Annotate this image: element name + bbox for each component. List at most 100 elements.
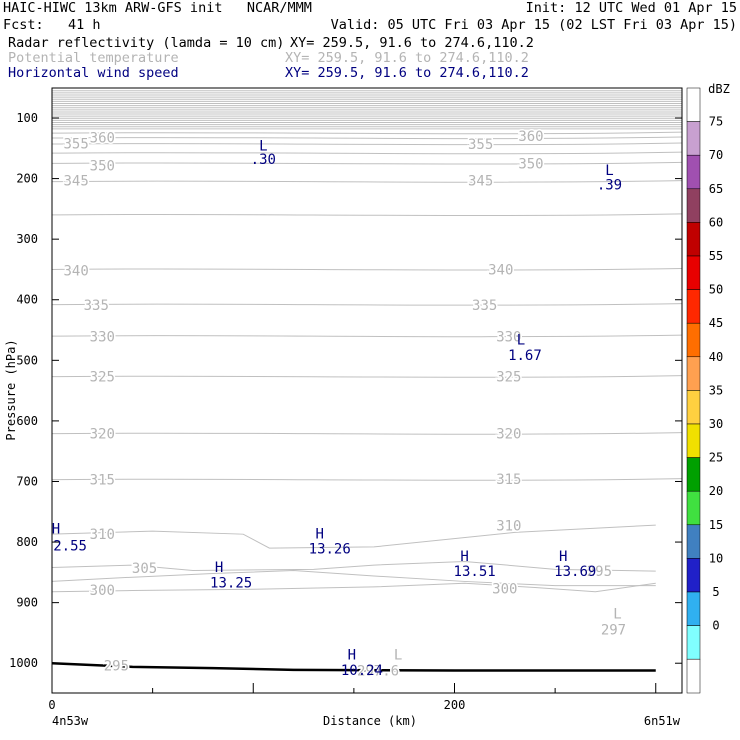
theta-label: 310 — [496, 519, 521, 535]
field-xy-wind: XY= 259.5, 91.6 to 274.6,110.2 — [285, 65, 529, 81]
wind-label: L — [259, 138, 267, 154]
x-axis-right-endpoint: 6n51w — [644, 714, 681, 728]
theta-contour — [52, 180, 682, 183]
terrain-surface — [52, 661, 656, 672]
field-label-wind: Horizontal wind speed — [8, 65, 179, 81]
y-axis: 100 200 300 400 500 600 700 800 900 1000 — [9, 111, 682, 670]
theta-label: 335 — [84, 298, 109, 314]
theta-label: 350 — [518, 156, 543, 172]
colorbar-tick-label: 20 — [709, 484, 723, 498]
wind-label: H — [460, 549, 468, 565]
theta-label: 320 — [90, 427, 115, 443]
colorbar-tick-label: 60 — [709, 215, 723, 229]
theta-contour — [52, 267, 682, 271]
colorbar-tick-label: 0 — [712, 619, 719, 633]
colorbar-tick-label: 25 — [709, 451, 723, 465]
theta-label: 315 — [496, 472, 521, 488]
y-tick-label: 200 — [16, 172, 38, 186]
theta-label: L — [613, 607, 621, 623]
theta-contour — [52, 582, 656, 593]
wind-label: 13.69 — [554, 564, 596, 580]
colorbar-cell — [686, 490, 701, 526]
colorbar-cell — [686, 524, 701, 559]
theta-label: 300 — [492, 582, 517, 598]
theta-label: 310 — [90, 527, 115, 543]
theta-label: 325 — [90, 370, 115, 386]
colorbar-cell — [686, 558, 701, 593]
colorbar-tick-label: 50 — [709, 283, 723, 297]
theta-label: 355 — [468, 137, 493, 153]
x-axis-left-endpoint: 4n53w — [52, 714, 89, 728]
theta-contour — [52, 131, 682, 135]
wind-label: 13.26 — [309, 542, 351, 558]
colorbar-cell — [686, 356, 701, 391]
colorbar-tick-label: 30 — [709, 417, 723, 431]
theta-contour — [52, 432, 682, 435]
theta-label: 297.6 — [357, 663, 399, 679]
theta-contour — [52, 560, 656, 572]
y-tick-label: 500 — [16, 353, 38, 367]
colorbar-tick-label: 15 — [709, 518, 723, 532]
colorbar-tick-label: 55 — [709, 249, 723, 263]
theta-label: 345 — [468, 173, 493, 189]
colorbar-tick-label: 5 — [712, 585, 719, 599]
wind-label: 1.67 — [508, 348, 542, 364]
wind-label: .30 — [251, 152, 276, 168]
field-xy-theta: XY= 259.5, 91.6 to 274.6,110.2 — [285, 50, 529, 66]
wind-label: H — [52, 522, 60, 538]
theta-contour — [52, 478, 682, 481]
theta-label: 340 — [64, 264, 89, 280]
colorbar-cell — [686, 188, 701, 223]
theta-contour — [52, 375, 682, 378]
wind-label: L — [517, 333, 525, 349]
theta-contour — [52, 213, 682, 217]
wind-label: H — [559, 549, 567, 565]
y-tick-label: 900 — [16, 596, 38, 610]
run-title: HAIC-HIWC 13km ARW-GFS init NCAR/MMM — [3, 0, 312, 16]
theta-label: 295 — [104, 659, 129, 675]
theta-label: 350 — [90, 158, 115, 174]
colorbar-cell — [686, 591, 701, 626]
theta-label: 355 — [64, 136, 89, 152]
valid-time: Valid: 05 UTC Fri 03 Apr 15 (02 LST Fri … — [330, 17, 737, 33]
wind-label: H — [348, 648, 356, 664]
theta-label: 360 — [518, 129, 543, 145]
field-xy-reflectivity: XY= 259.5, 91.6 to 274.6,110.2 — [290, 35, 534, 51]
colorbar-cell — [686, 121, 701, 156]
colorbar-tick-label: 45 — [709, 316, 723, 330]
theta-label: 330 — [90, 330, 115, 346]
theta-contour — [52, 303, 682, 306]
y-tick-label: 700 — [16, 474, 38, 488]
theta-label: 345 — [64, 173, 89, 189]
theta-label: 300 — [90, 583, 115, 599]
theta-label: 335 — [472, 298, 497, 314]
x-axis-title: Distance (km) — [323, 714, 417, 728]
y-tick-label: 400 — [16, 293, 38, 307]
colorbar-cell — [686, 322, 701, 358]
colorbar-cell — [686, 255, 701, 290]
theta-contour — [52, 136, 682, 140]
wind-label: 13.51 — [454, 564, 496, 580]
y-tick-label: 600 — [16, 414, 38, 428]
theta-contour — [52, 524, 656, 549]
colorbar-cell — [686, 154, 701, 190]
colorbar-cell-top — [686, 87, 701, 122]
theta-label: 295 — [587, 564, 612, 580]
colorbar-cell — [686, 390, 701, 425]
theta-label: 320 — [496, 427, 521, 443]
theta-contour — [52, 161, 682, 165]
wind-label: H — [215, 560, 223, 576]
y-tick-label: 300 — [16, 232, 38, 246]
colorbar-tick-label: 10 — [709, 551, 723, 565]
y-axis-title: Pressure (hPa) — [4, 339, 18, 440]
field-label-theta: Potential temperature — [8, 50, 179, 66]
colorbar-tick-label: 40 — [709, 350, 723, 364]
theta-contour — [52, 151, 682, 155]
wind-label: 10.24 — [341, 663, 383, 679]
theta-label: L — [394, 648, 402, 664]
theta-label: 330 — [496, 330, 521, 346]
colorbar-tick-label: 70 — [709, 148, 723, 162]
